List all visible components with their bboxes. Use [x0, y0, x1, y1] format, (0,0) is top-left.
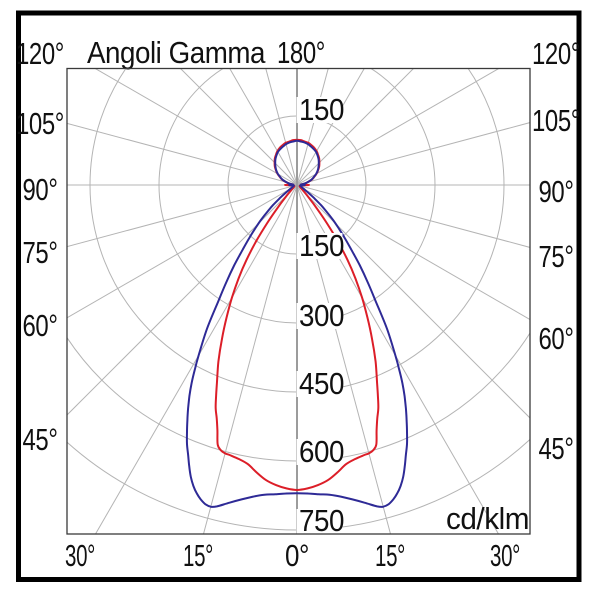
ring-label-150-bottom: 150 — [299, 228, 344, 263]
ring-label-bg — [296, 509, 343, 534]
right-angle-labels: 120° 105° 90° 75° 60° 45° — [532, 36, 581, 466]
bottom-label-30-left: 30° — [65, 538, 95, 573]
right-label-90: 90° — [539, 174, 574, 209]
bottom-angle-labels: 30° 15° 0° 15° 30° — [65, 538, 521, 573]
intensity-curves — [185, 138, 409, 508]
bottom-label-30-right: 30° — [490, 538, 520, 573]
bottom-label-0: 0° — [285, 538, 309, 573]
grid-spoke-135 — [67, 68, 415, 416]
left-label-90: 90° — [23, 172, 58, 207]
right-label-45: 45° — [539, 431, 574, 466]
ring-label-300: 300 — [299, 298, 344, 333]
ring-label-bg — [296, 303, 343, 329]
outer-frame — [16, 10, 582, 582]
axis-label-180: 180° — [277, 35, 325, 70]
left-label-105: 105° — [16, 106, 64, 141]
ring-label-450: 450 — [299, 366, 344, 401]
ring-label-bg — [296, 233, 343, 259]
grid-spoke-45 — [179, 68, 530, 419]
ring-label-750: 750 — [299, 503, 344, 538]
unit-label: cd/klm — [446, 501, 529, 536]
bottom-label-15-left: 15° — [183, 538, 213, 573]
ring-label-150-top: 150 — [299, 92, 344, 127]
plot-box-border — [66, 67, 531, 535]
left-label-60: 60° — [23, 308, 58, 343]
left-angle-labels: 120° 105° 90° 75° 60° 45° — [16, 36, 65, 457]
right-label-75: 75° — [539, 239, 574, 274]
right-label-120: 120° — [532, 36, 580, 71]
left-label-45: 45° — [23, 422, 58, 457]
blue-curve — [185, 139, 409, 508]
ring-label-bg — [296, 439, 343, 465]
ring-label-600: 600 — [299, 434, 344, 469]
left-label-75: 75° — [23, 235, 58, 270]
left-label-120: 120° — [16, 36, 64, 71]
ring-labels: 150 150 300 450 600 750 — [296, 92, 345, 538]
right-label-60: 60° — [539, 321, 574, 356]
ring-label-bg — [296, 97, 343, 123]
page-title: Angoli Gamma — [87, 35, 266, 70]
ring-label-bg — [296, 371, 343, 397]
bottom-label-15-right: 15° — [375, 538, 405, 573]
right-label-105: 105° — [532, 103, 580, 138]
